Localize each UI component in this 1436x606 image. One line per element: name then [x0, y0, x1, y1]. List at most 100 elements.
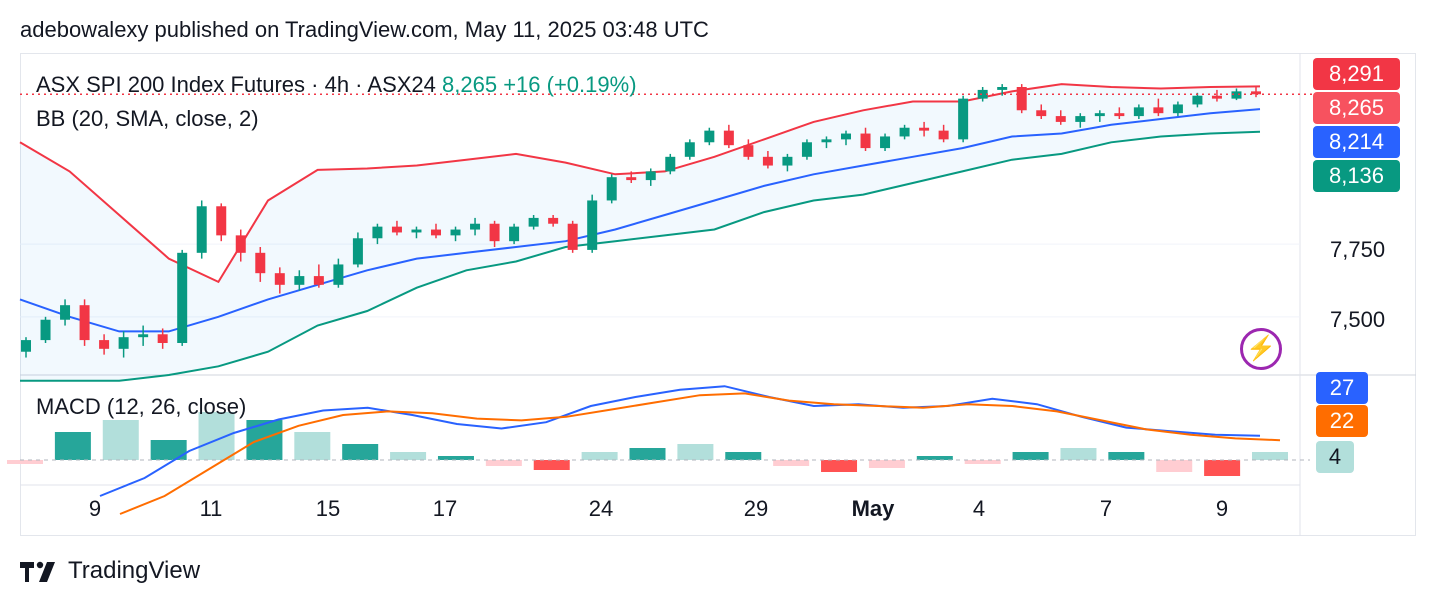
price-tag-last: 8,265: [1313, 92, 1400, 124]
x-tick-label: 4: [972, 496, 986, 521]
candle-body: [60, 305, 71, 320]
bollinger-legend[interactable]: BB (20, SMA, close, 2): [36, 106, 259, 131]
candle-body: [79, 305, 90, 341]
x-tick-label: 9: [88, 496, 102, 521]
candle-body: [138, 334, 149, 338]
macd-histogram-bar: [1252, 452, 1288, 460]
price-change: +16 (+0.19%): [503, 72, 637, 97]
candle-body: [841, 133, 851, 140]
candle-body: [801, 142, 812, 157]
publish-info: adebowalexy published on TradingView.com…: [20, 17, 709, 42]
bollinger-band-fill: [20, 84, 1260, 381]
candle-body: [509, 226, 520, 242]
candle-body: [665, 156, 676, 172]
macd-histogram-bar: [390, 452, 427, 460]
candle-body: [1172, 104, 1183, 114]
macd-histogram-bar: [1156, 460, 1193, 472]
macd-histogram-bar: [54, 432, 91, 460]
footer: TradingView: [20, 557, 200, 585]
candle-body: [21, 340, 31, 352]
x-tick-label: 15: [315, 496, 341, 521]
candle-body: [880, 136, 891, 149]
candle-body: [938, 130, 949, 140]
price-tag-upper: 8,291: [1313, 58, 1400, 90]
candle-body: [606, 177, 617, 201]
candle-body: [567, 223, 578, 250]
macd-histogram-bar: [964, 460, 1001, 464]
candle-body: [958, 98, 969, 140]
candle-body: [762, 156, 773, 166]
candle-body: [587, 200, 598, 250]
y-tick-label: 7,750: [1330, 237, 1386, 262]
macd-histogram-bar: [437, 456, 474, 460]
macd-histogram-bar: [342, 444, 379, 460]
price-tag-basis: 8,214: [1313, 126, 1400, 158]
chart-frame[interactable]: [20, 53, 1416, 536]
macd-histogram-bar: [773, 460, 810, 466]
x-tick-label: 24: [588, 496, 614, 521]
macd-histogram-bar: [7, 460, 43, 464]
candle-body: [919, 127, 930, 131]
candle-body: [1192, 95, 1203, 105]
candle-body: [626, 177, 637, 181]
candle-body: [196, 206, 207, 253]
candle-body: [1251, 91, 1261, 95]
candle-body: [1094, 113, 1105, 117]
macd-histogram-bar: [150, 440, 187, 460]
bb-basis-line: [19, 108, 1261, 333]
candle-body: [372, 226, 383, 239]
candle-body: [1036, 110, 1047, 117]
histogram-tag: 4: [1316, 441, 1354, 473]
candle-body: [157, 334, 168, 343]
lightning-icon[interactable]: ⚡: [1240, 328, 1282, 370]
macd-histogram-bar: [677, 444, 714, 460]
candle-body: [1055, 116, 1066, 122]
last-price: 8,265: [442, 72, 498, 97]
macd-histogram-bar: [246, 420, 283, 460]
bb-lower-line: [20, 130, 1261, 382]
candle-body: [216, 206, 227, 236]
macd-histogram-bar: [725, 452, 762, 460]
price-tag-lower: 8,136: [1313, 160, 1400, 192]
x-tick-label-month: May: [851, 496, 895, 521]
candle-body: [470, 223, 481, 230]
candle-body: [548, 217, 559, 224]
candle-body: [313, 276, 324, 285]
candle-body: [684, 142, 695, 157]
candle-body: [723, 130, 734, 146]
y-tick-label: 7,500: [1330, 307, 1386, 332]
macd-histogram-bar: [294, 432, 331, 460]
candle-body: [118, 337, 129, 349]
x-tick-label: 17: [432, 496, 458, 521]
candle-body: [450, 229, 461, 236]
x-tick-label: 11: [199, 496, 223, 521]
candle-body: [860, 133, 871, 149]
macd-histogram-bar: [821, 460, 858, 472]
candle-body: [528, 217, 539, 227]
brand-name: TradingView: [68, 557, 201, 584]
candle-body: [391, 226, 402, 233]
candle-body: [743, 145, 754, 157]
candle-body: [431, 229, 441, 236]
macd-histogram-bar: [916, 456, 953, 460]
candle-body: [782, 156, 793, 166]
candle-body: [411, 229, 422, 233]
macd-histogram-bar: [485, 460, 522, 466]
symbol-title: ASX SPI 200 Index Futures · 4h · ASX24: [36, 72, 436, 97]
macd-histogram-bar: [1060, 448, 1097, 460]
candle-body: [1114, 113, 1125, 117]
macd-histogram-bar: [629, 448, 666, 460]
macd-histogram-bar: [868, 460, 905, 468]
tradingview-logo-icon: [20, 561, 55, 582]
macd-legend[interactable]: MACD (12, 26, close): [36, 394, 247, 419]
macd-histogram-bar: [581, 452, 618, 460]
candle-body: [821, 139, 832, 143]
candle-body: [977, 89, 988, 99]
candle-body: [1075, 116, 1086, 122]
candle-body: [489, 223, 500, 242]
x-tick-label: 29: [743, 496, 769, 521]
candle-body: [704, 130, 715, 143]
x-tick-label: 7: [1099, 496, 1113, 521]
candle-body: [99, 340, 110, 349]
